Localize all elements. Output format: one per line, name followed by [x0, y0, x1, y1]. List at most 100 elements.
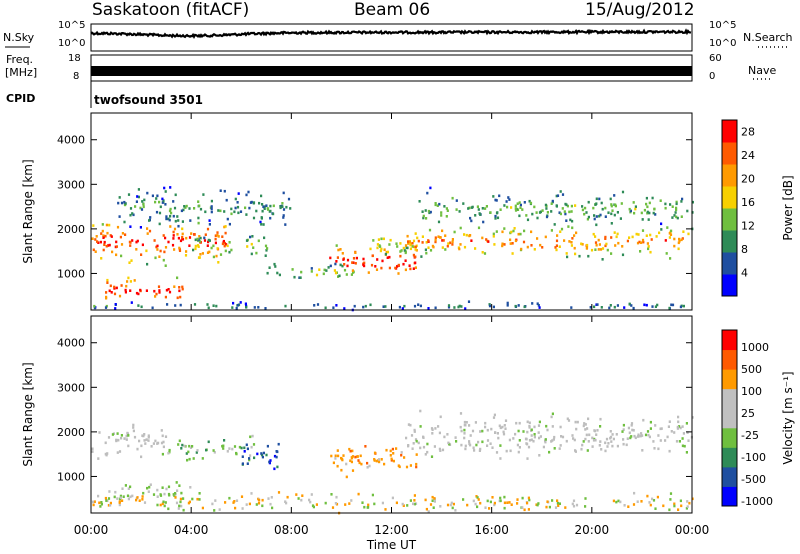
power-cell: [493, 243, 496, 246]
power-cell: [369, 303, 372, 307]
velocity-cell: [615, 433, 618, 436]
velocity-cell: [508, 501, 511, 504]
power-ytick-label: 1000: [57, 267, 85, 280]
velocity-cell: [104, 441, 107, 445]
power-cell: [224, 231, 227, 235]
velocity-colorbar-tick: 25: [741, 407, 755, 420]
power-cell: [153, 289, 156, 293]
velocity-cell: [475, 443, 478, 447]
power-cell: [127, 193, 131, 196]
velocity-cell: [574, 449, 577, 452]
power-cell: [154, 200, 157, 204]
power-cell: [282, 208, 286, 211]
velocity-cell: [639, 434, 642, 438]
power-cell: [560, 227, 564, 231]
power-cell: [467, 207, 470, 210]
power-cell: [335, 244, 338, 247]
power-cell: [274, 265, 277, 268]
velocity-cell: [484, 506, 487, 509]
power-cell: [585, 211, 588, 214]
power-cell: [470, 219, 473, 223]
power-cell: [278, 273, 281, 277]
power-cell: [648, 211, 651, 215]
velocity-cell: [377, 458, 381, 461]
velocity-cell: [691, 416, 694, 419]
velocity-cell: [415, 453, 418, 456]
velocity-cell: [691, 497, 694, 501]
power-cell: [427, 239, 430, 242]
power-cell: [675, 206, 678, 210]
power-cell: [563, 210, 566, 213]
power-cell: [131, 212, 134, 215]
velocity-cell: [345, 475, 348, 479]
velocity-cell: [494, 431, 497, 434]
velocity-cell: [572, 437, 575, 440]
velocity-cell: [422, 445, 426, 449]
power-cell: [501, 244, 504, 248]
power-cell: [156, 194, 159, 198]
velocity-cell: [334, 454, 337, 458]
power-cell: [680, 215, 683, 218]
velocity-cell: [265, 453, 268, 457]
power-cell: [129, 213, 132, 217]
velocity-cell: [668, 508, 671, 512]
power-cell: [460, 305, 463, 308]
velocity-cell: [413, 430, 416, 433]
power-cell: [476, 205, 479, 208]
velocity-cell: [640, 500, 643, 503]
power-cell: [284, 304, 287, 308]
power-cell: [225, 243, 228, 246]
power-cell: [173, 285, 176, 288]
velocity-cell: [625, 443, 628, 447]
power-cell: [224, 249, 227, 253]
velocity-cell: [271, 506, 274, 510]
power-cell: [409, 247, 412, 251]
power-cell: [664, 239, 667, 242]
power-cell: [628, 303, 631, 306]
power-cell: [531, 302, 534, 305]
power-cell: [506, 304, 509, 307]
velocity-cell: [406, 504, 409, 507]
power-cell: [449, 241, 452, 245]
power-cell: [604, 215, 607, 218]
power-cell: [231, 306, 234, 309]
power-cell: [170, 211, 173, 215]
velocity-cell: [621, 430, 624, 433]
velocity-cell: [407, 444, 410, 448]
velocity-cell: [649, 427, 652, 430]
velocity-cell: [438, 431, 441, 435]
velocity-cell: [524, 437, 528, 441]
velocity-cell: [424, 453, 427, 456]
velocity-cell: [226, 450, 229, 453]
power-cell: [586, 243, 589, 247]
power-colorbar-tick: 20: [741, 173, 755, 186]
power-cell: [408, 240, 412, 244]
power-cell: [223, 225, 226, 229]
velocity-cell: [533, 435, 536, 439]
velocity-cell: [637, 435, 640, 438]
velocity-cell: [378, 460, 381, 464]
velocity-cell: [284, 500, 287, 503]
power-cell: [276, 271, 279, 275]
power-cell: [130, 259, 133, 262]
velocity-cell: [530, 434, 533, 437]
power-cell: [188, 244, 191, 247]
power-cell: [445, 215, 448, 218]
velocity-cell: [113, 495, 116, 499]
power-cell: [495, 230, 498, 233]
velocity-cell: [533, 433, 536, 436]
power-cell: [646, 205, 649, 209]
velocity-cell: [224, 501, 227, 504]
power-cell: [123, 220, 126, 224]
power-cell: [263, 207, 266, 210]
power-cell: [441, 239, 444, 242]
power-cell: [208, 219, 211, 222]
velocity-cell: [91, 447, 94, 451]
power-cell: [664, 206, 667, 210]
velocity-cell: [350, 460, 353, 464]
velocity-cell: [258, 498, 261, 502]
noise-tick-top-left: 10^5: [58, 20, 86, 31]
velocity-cell: [127, 434, 130, 437]
power-cell: [384, 305, 387, 308]
velocity-cell: [582, 440, 585, 443]
